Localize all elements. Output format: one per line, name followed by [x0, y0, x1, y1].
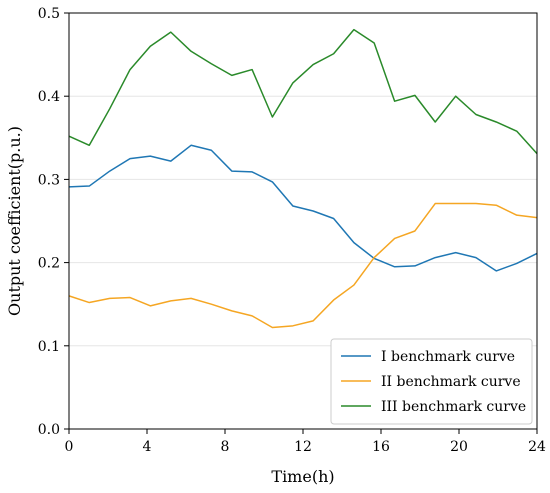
- x-tick-label-1: 4: [143, 439, 152, 455]
- legend-label-1: I benchmark curve: [381, 349, 515, 365]
- x-tick-label-3: 12: [294, 439, 312, 455]
- x-tick-label-2: 8: [221, 439, 230, 455]
- y-tick-label-0: 0.0: [38, 422, 60, 438]
- series-line-1: [68, 144, 538, 272]
- y-tick-label-4: 0.4: [38, 89, 60, 105]
- series-line-3: [68, 28, 538, 155]
- y-tick-label-5: 0.5: [38, 6, 60, 22]
- series-line-2: [68, 202, 538, 329]
- x-tick-label-4: 16: [372, 439, 390, 455]
- y-tick-label-2: 0.2: [38, 256, 60, 272]
- legend-label-2: II benchmark curve: [381, 374, 521, 390]
- legend: I benchmark curve II benchmark curve III b…: [330, 338, 533, 425]
- x-tick-label-6: 24: [528, 439, 546, 455]
- y-tick-label-1: 0.1: [38, 339, 60, 355]
- x-tick-label-0: 0: [65, 439, 74, 455]
- series-lines: [68, 28, 538, 329]
- y-axis-title: Output coefficient(p.u.): [5, 126, 24, 316]
- legend-label-3: III benchmark curve: [381, 399, 526, 415]
- y-axis: 0.0 0.1 0.2 0.3 0.4 0.5: [38, 6, 69, 438]
- x-axis: 0 4 8 12 16 20 24: [65, 429, 546, 455]
- x-axis-title: Time(h): [271, 467, 334, 486]
- x-tick-label-5: 20: [450, 439, 468, 455]
- legend-box: [330, 338, 533, 425]
- y-tick-label-3: 0.3: [38, 172, 60, 188]
